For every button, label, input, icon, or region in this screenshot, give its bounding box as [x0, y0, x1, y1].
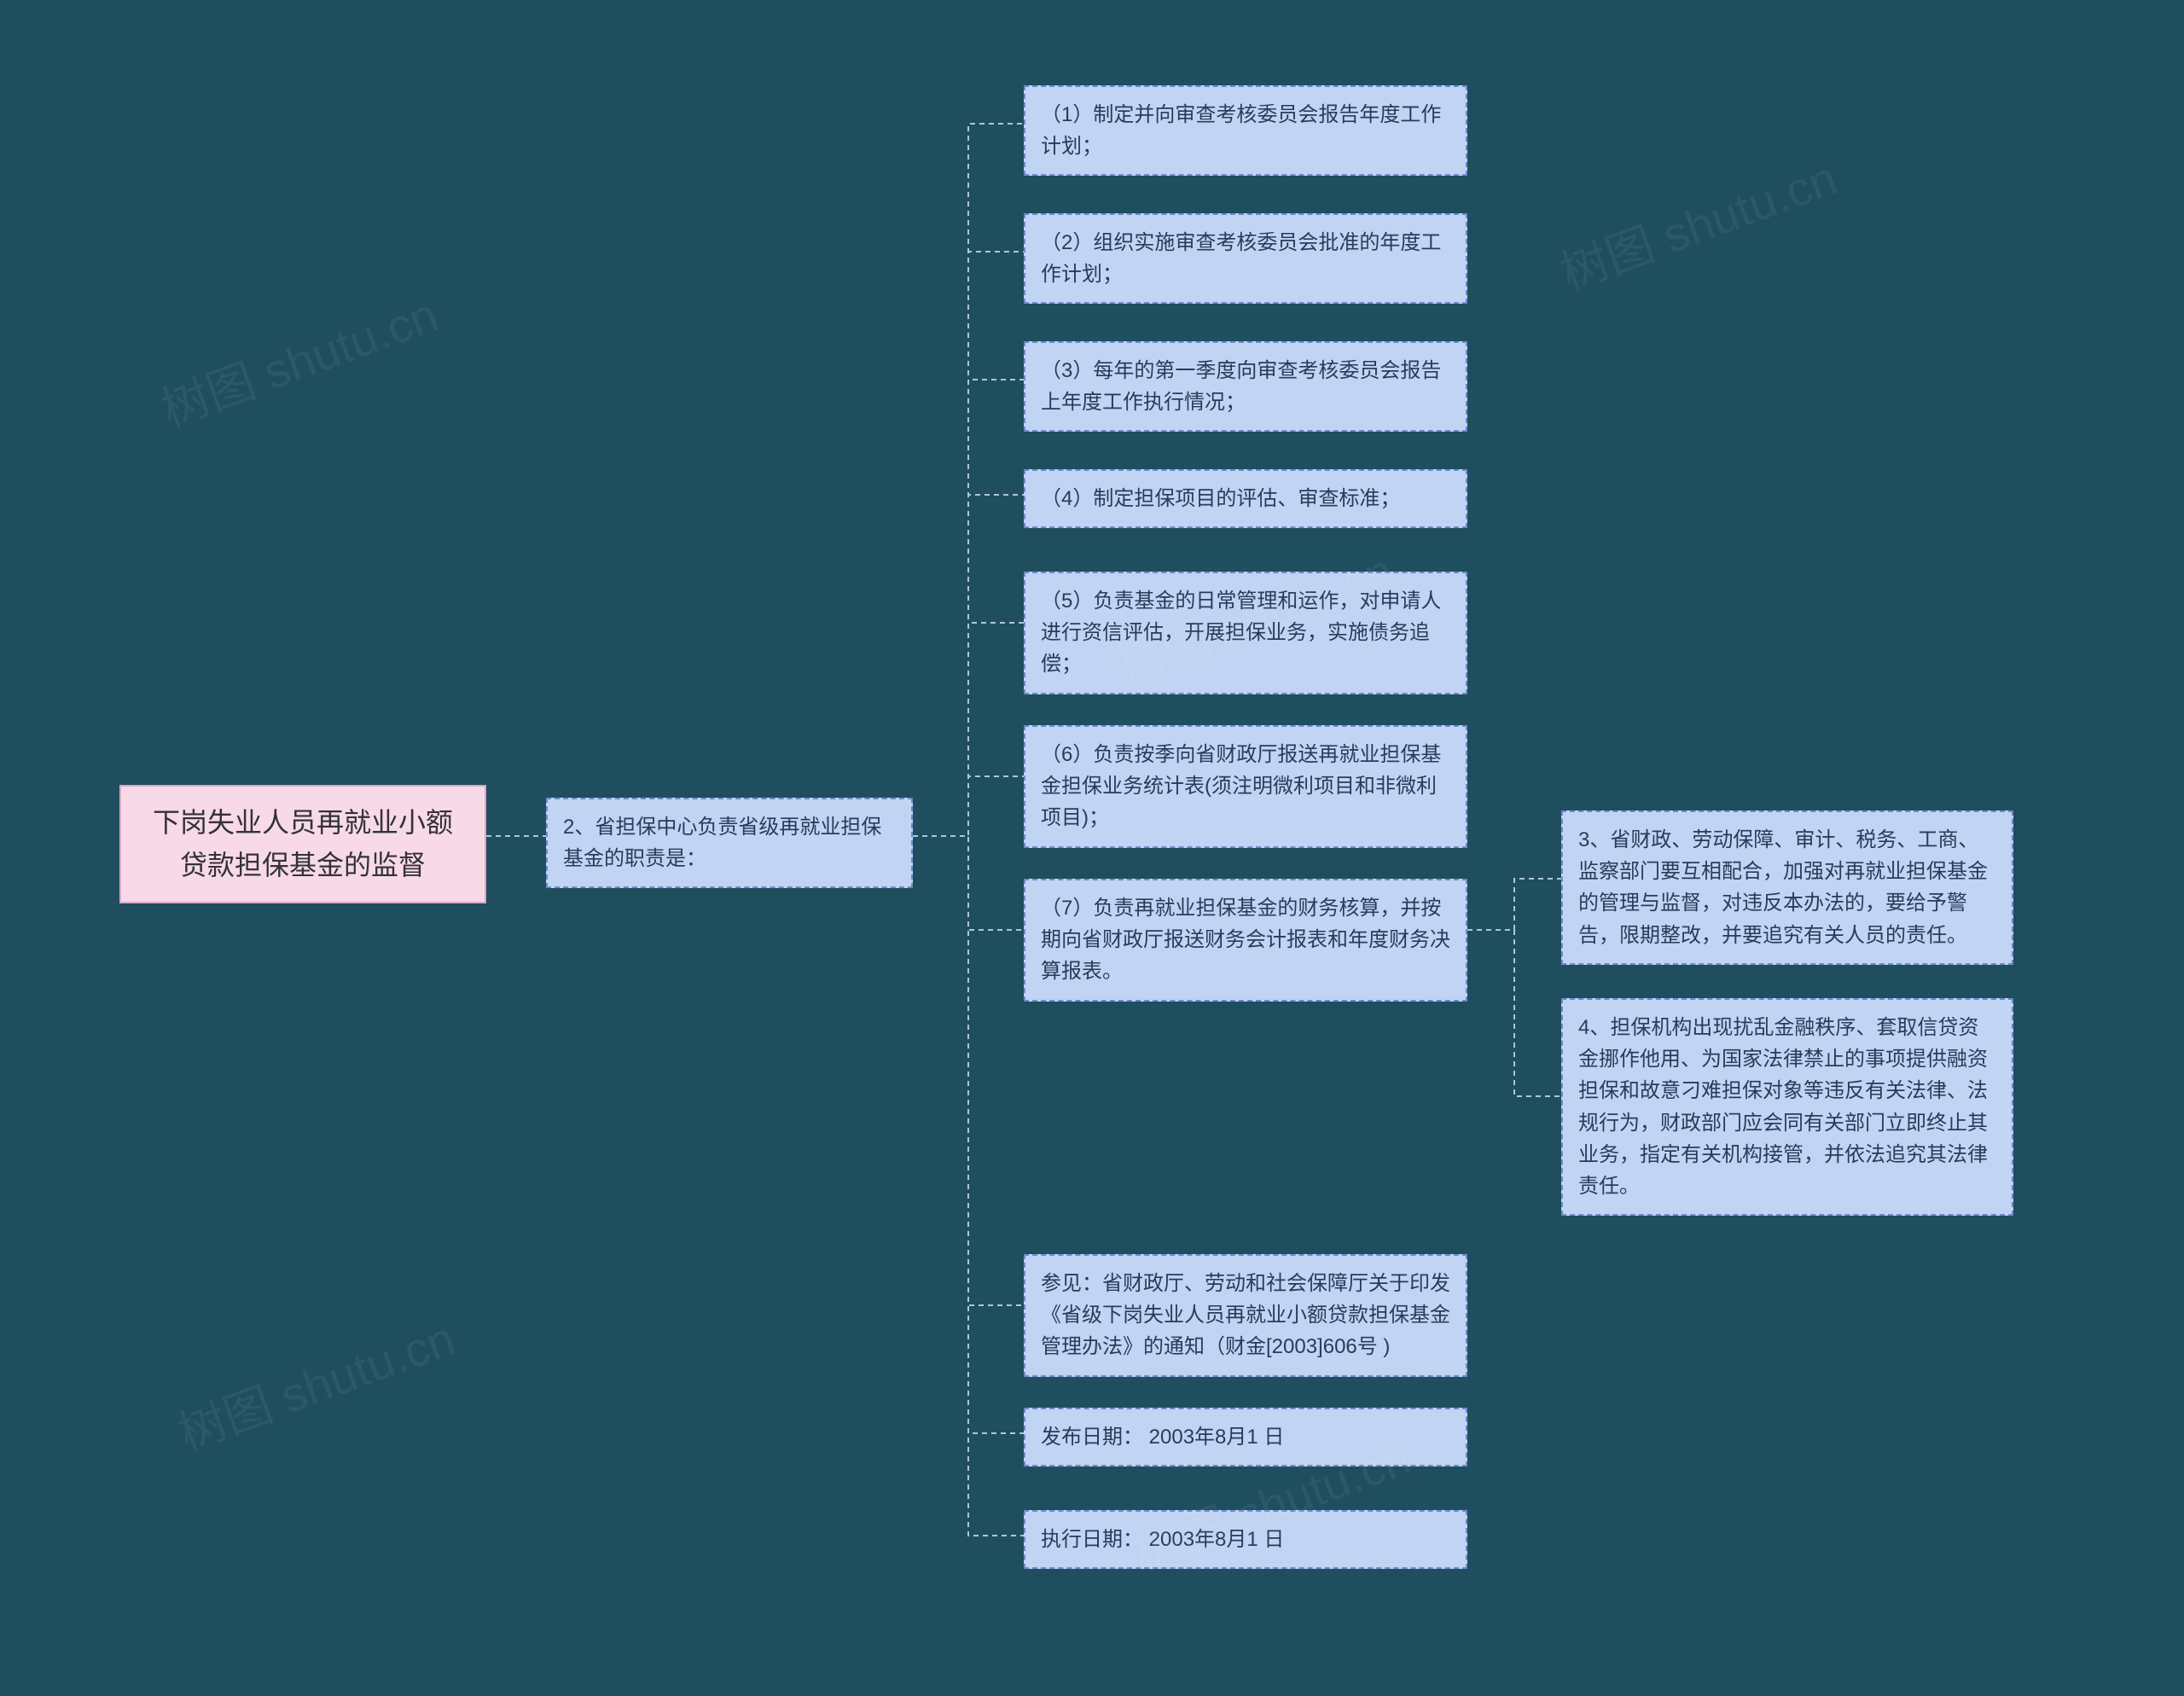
child-node-9: 执行日期： 2003年8月1 日: [1024, 1510, 1467, 1569]
watermark: 树图 shutu.cn: [1549, 140, 1845, 304]
child-node-4: （5）负责基金的日常管理和运作，对申请人进行资信评估，开展担保业务，实施债务追偿…: [1024, 572, 1467, 694]
root-line1: 下岗失业人员再就业小额: [153, 807, 453, 838]
child-node-6: （7）负责再就业担保基金的财务核算，并按期向省财政厅报送财务会计报表和年度财务决…: [1024, 879, 1467, 1002]
grandchild-node-1: 4、担保机构出现扰乱金融秩序、套取信贷资金挪作他用、为国家法律禁止的事项提供融资…: [1561, 998, 2013, 1216]
level1-node: 2、省担保中心负责省级再就业担保基金的职责是：: [546, 798, 913, 888]
child-node-8: 发布日期： 2003年8月1 日: [1024, 1408, 1467, 1467]
child-node-3: （4）制定担保项目的评估、审查标准；: [1024, 469, 1467, 528]
child-node-7: 参见：省财政厅、劳动和社会保障厅关于印发《省级下岗失业人员再就业小额贷款担保基金…: [1024, 1254, 1467, 1377]
grandchild-node-0: 3、省财政、劳动保障、审计、税务、工商、监察部门要互相配合，加强对再就业担保基金…: [1561, 810, 2013, 965]
root-node: 下岗失业人员再就业小额 贷款担保基金的监督: [119, 785, 486, 903]
child-node-0: （1）制定并向审查考核委员会报告年度工作计划；: [1024, 85, 1467, 176]
root-line2: 贷款担保基金的监督: [180, 850, 426, 880]
child-node-1: （2）组织实施审查考核委员会批准的年度工作计划；: [1024, 213, 1467, 304]
watermark: 树图 shutu.cn: [167, 1300, 463, 1464]
child-node-5: （6）负责按季向省财政厅报送再就业担保基金担保业务统计表(须注明微利项目和非微利…: [1024, 725, 1467, 848]
level1-text: 2、省担保中心负责省级再就业担保基金的职责是：: [563, 816, 881, 870]
watermark: 树图 shutu.cn: [150, 276, 446, 440]
child-node-2: （3）每年的第一季度向审查考核委员会报告上年度工作执行情况；: [1024, 341, 1467, 432]
